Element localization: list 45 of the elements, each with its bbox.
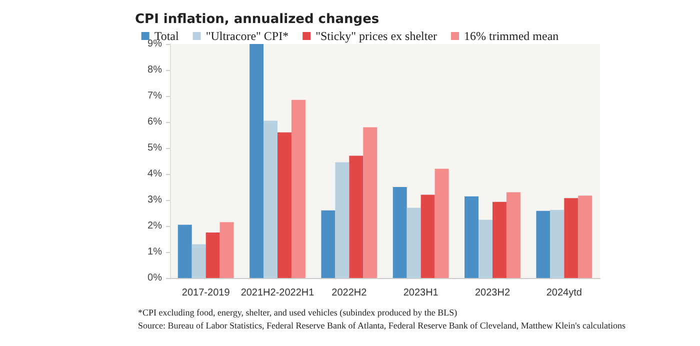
text: *CPI excluding food, energy, shelter, and used vehicles (subindex produced by the BLS) [138, 308, 458, 318]
source-note: Source: Bureau of Labor Statistics, Federal Reserve Bank of Atlanta, Federal Reserve Bank of Cleveland, Matthew Klein's calculations [138, 320, 626, 330]
legend-label: "Sticky" prices ex shelter [316, 29, 438, 43]
bar [349, 156, 364, 278]
bar [536, 210, 550, 278]
bar [392, 187, 407, 278]
bar [492, 202, 506, 278]
bar [363, 127, 378, 278]
y-tick-label: 2% [148, 220, 162, 232]
y-tick-label: 7% [148, 90, 162, 102]
x-tick-label: 2021H2-2022H1 [240, 288, 315, 298]
bar [464, 196, 479, 278]
bar [506, 192, 520, 278]
bar [206, 232, 220, 278]
bar [478, 220, 492, 278]
y-tick-label: 4% [148, 168, 162, 180]
bar [264, 120, 278, 278]
x-tick-label: 2017-2019 [182, 288, 230, 298]
x-tick-label: 2023H2 [474, 288, 510, 298]
bar [564, 198, 578, 278]
bar [335, 162, 350, 278]
bar [220, 222, 234, 278]
y-tick-label: 5% [148, 142, 162, 154]
y-tick-label: 6% [148, 116, 162, 128]
x-tick-label: 2022H2 [332, 288, 368, 298]
bar [178, 224, 192, 278]
bar [278, 132, 292, 278]
bar [192, 244, 206, 278]
bar [291, 100, 306, 278]
bar [250, 44, 264, 278]
chart-title: CPI inflation, annualized changes [135, 12, 380, 27]
bar [321, 210, 336, 278]
bar [434, 168, 449, 278]
bar [578, 196, 592, 278]
bar [406, 208, 421, 278]
x-tick-label: 2023H1 [403, 288, 439, 298]
y-tick-label: 0% [148, 272, 162, 284]
legend-label: 16% trimmed mean [464, 29, 559, 43]
x-tick-label: 2024ytd [546, 288, 582, 298]
y-tick-label: 1% [148, 246, 162, 258]
y-tick-label: 8% [148, 64, 162, 76]
y-tick-label: 3% [148, 194, 162, 206]
legend-label: "Ultracore" CPI* [206, 29, 289, 43]
bar [420, 194, 435, 278]
bar [550, 210, 564, 278]
